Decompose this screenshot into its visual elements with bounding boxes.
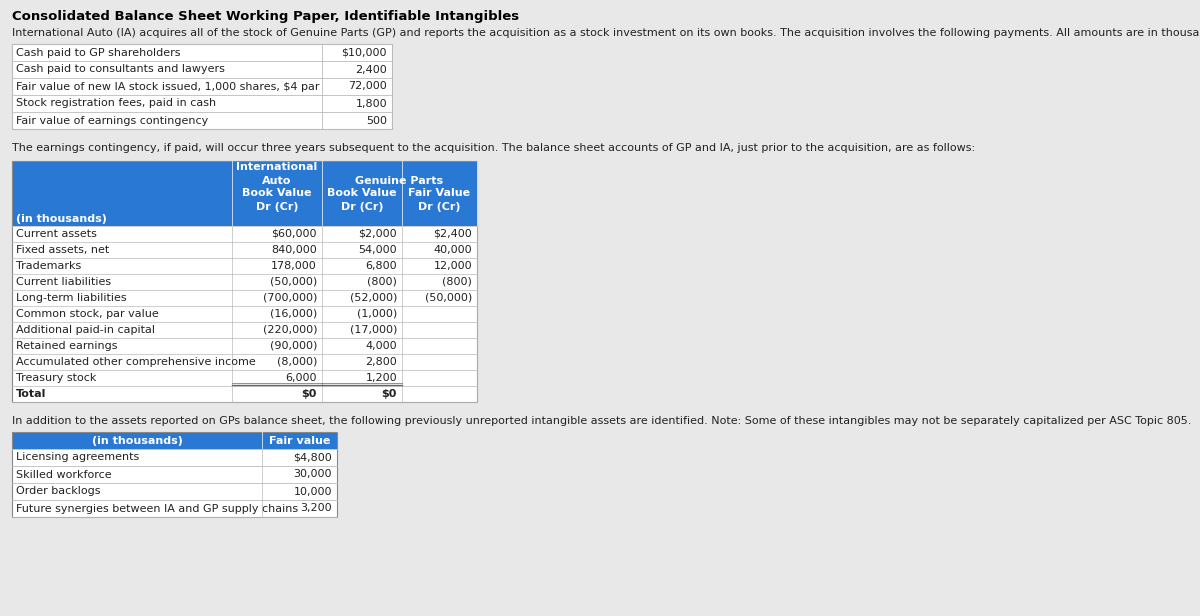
Bar [12, 95, 392, 112]
Text: (800): (800) [442, 277, 472, 287]
Text: Stock registration fees, paid in cash: Stock registration fees, paid in cash [16, 99, 216, 108]
Text: Total: Total [16, 389, 47, 399]
Bar [12, 322, 478, 338]
Text: (1,000): (1,000) [356, 309, 397, 319]
Bar [12, 386, 478, 402]
Bar [12, 466, 337, 483]
Text: (52,000): (52,000) [349, 293, 397, 303]
Text: 54,000: 54,000 [359, 245, 397, 255]
Text: (220,000): (220,000) [263, 325, 317, 335]
Text: Book Value: Book Value [242, 188, 312, 198]
Bar [12, 258, 478, 274]
Text: 30,000: 30,000 [294, 469, 332, 479]
Text: Dr (Cr): Dr (Cr) [341, 201, 383, 211]
Text: $10,000: $10,000 [342, 47, 386, 57]
Text: Licensing agreements: Licensing agreements [16, 453, 139, 463]
Text: Additional paid-in capital: Additional paid-in capital [16, 325, 155, 335]
Text: (in thousands): (in thousands) [91, 436, 182, 445]
Text: Fair value of new IA stock issued, 1,000 shares, $4 par: Fair value of new IA stock issued, 1,000… [16, 81, 319, 92]
Text: International Auto (IA) acquires all of the stock of Genuine Parts (GP) and repo: International Auto (IA) acquires all of … [12, 28, 1200, 38]
Text: 3,200: 3,200 [300, 503, 332, 514]
Text: $2,000: $2,000 [359, 229, 397, 239]
Bar [12, 44, 392, 61]
Text: (in thousands): (in thousands) [16, 214, 107, 224]
Text: Treasury stock: Treasury stock [16, 373, 96, 383]
Text: (50,000): (50,000) [270, 277, 317, 287]
Bar [12, 112, 392, 129]
Text: (90,000): (90,000) [270, 341, 317, 351]
Text: In addition to the assets reported on GPs balance sheet, the following previousl: In addition to the assets reported on GP… [12, 416, 1192, 426]
Text: (700,000): (700,000) [263, 293, 317, 303]
Text: Genuine Parts: Genuine Parts [355, 176, 444, 185]
Text: (50,000): (50,000) [425, 293, 472, 303]
Text: 72,000: 72,000 [348, 81, 386, 92]
Text: Future synergies between IA and GP supply chains: Future synergies between IA and GP suppl… [16, 503, 298, 514]
Bar [12, 44, 392, 129]
Text: Fair value: Fair value [269, 436, 330, 445]
Text: Auto: Auto [263, 176, 292, 185]
Text: 6,800: 6,800 [365, 261, 397, 271]
Bar [12, 370, 478, 386]
Text: Fair value of earnings contingency: Fair value of earnings contingency [16, 116, 209, 126]
Text: Common stock, par value: Common stock, par value [16, 309, 158, 319]
Text: $4,800: $4,800 [293, 453, 332, 463]
Bar [12, 161, 478, 226]
Bar [12, 432, 337, 517]
Bar [12, 161, 478, 402]
Bar [12, 483, 337, 500]
Text: Trademarks: Trademarks [16, 261, 82, 271]
Bar [12, 500, 337, 517]
Text: Current liabilities: Current liabilities [16, 277, 112, 287]
Text: The earnings contingency, if paid, will occur three years subsequent to the acqu: The earnings contingency, if paid, will … [12, 143, 976, 153]
Text: Dr (Cr): Dr (Cr) [256, 201, 299, 211]
Text: 2,800: 2,800 [365, 357, 397, 367]
Bar [12, 242, 478, 258]
Text: Consolidated Balance Sheet Working Paper, Identifiable Intangibles: Consolidated Balance Sheet Working Paper… [12, 10, 520, 23]
Bar [12, 432, 337, 449]
Text: Retained earnings: Retained earnings [16, 341, 118, 351]
Text: $0: $0 [301, 389, 317, 399]
Bar [12, 78, 392, 95]
Bar [12, 449, 337, 466]
Text: Order backlogs: Order backlogs [16, 487, 101, 496]
Text: $60,000: $60,000 [271, 229, 317, 239]
Text: 1,200: 1,200 [365, 373, 397, 383]
Text: (800): (800) [367, 277, 397, 287]
Text: 500: 500 [366, 116, 386, 126]
Bar [12, 306, 478, 322]
Bar [12, 61, 392, 78]
Text: $0: $0 [382, 389, 397, 399]
Bar [12, 226, 478, 242]
Text: Fixed assets, net: Fixed assets, net [16, 245, 109, 255]
Text: Fair Value: Fair Value [408, 188, 470, 198]
Bar [12, 274, 478, 290]
Text: 840,000: 840,000 [271, 245, 317, 255]
Text: 1,800: 1,800 [355, 99, 386, 108]
Text: (8,000): (8,000) [277, 357, 317, 367]
Text: Skilled workforce: Skilled workforce [16, 469, 112, 479]
Text: Accumulated other comprehensive income: Accumulated other comprehensive income [16, 357, 256, 367]
Text: 40,000: 40,000 [433, 245, 472, 255]
Text: Cash paid to GP shareholders: Cash paid to GP shareholders [16, 47, 180, 57]
Text: (17,000): (17,000) [349, 325, 397, 335]
Bar [12, 338, 478, 354]
Text: (16,000): (16,000) [270, 309, 317, 319]
Text: 178,000: 178,000 [271, 261, 317, 271]
Text: 10,000: 10,000 [294, 487, 332, 496]
Text: 6,000: 6,000 [286, 373, 317, 383]
Text: 12,000: 12,000 [433, 261, 472, 271]
Bar [12, 354, 478, 370]
Text: 2,400: 2,400 [355, 65, 386, 75]
Text: $2,400: $2,400 [433, 229, 472, 239]
Text: Current assets: Current assets [16, 229, 97, 239]
Text: Cash paid to consultants and lawyers: Cash paid to consultants and lawyers [16, 65, 224, 75]
Text: Long-term liabilities: Long-term liabilities [16, 293, 127, 303]
Text: Book Value: Book Value [328, 188, 397, 198]
Text: 4,000: 4,000 [365, 341, 397, 351]
Text: Dr (Cr): Dr (Cr) [419, 201, 461, 211]
Text: International: International [236, 163, 318, 172]
Bar [12, 290, 478, 306]
